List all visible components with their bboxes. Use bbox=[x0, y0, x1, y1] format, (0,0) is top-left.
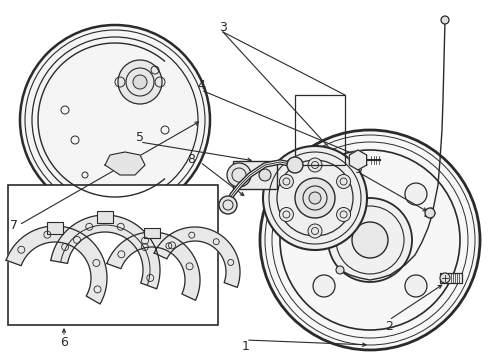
Circle shape bbox=[405, 183, 427, 205]
Circle shape bbox=[441, 16, 449, 24]
Polygon shape bbox=[349, 150, 367, 170]
Bar bbox=[144, 228, 160, 238]
Circle shape bbox=[313, 275, 335, 297]
Bar bbox=[97, 211, 113, 223]
Circle shape bbox=[219, 196, 237, 214]
Bar bbox=[233, 161, 277, 189]
Circle shape bbox=[337, 207, 350, 221]
Circle shape bbox=[308, 224, 322, 238]
Polygon shape bbox=[6, 226, 107, 304]
Circle shape bbox=[227, 163, 251, 187]
Text: 3: 3 bbox=[219, 21, 227, 33]
Text: 5: 5 bbox=[136, 131, 144, 144]
Polygon shape bbox=[51, 215, 160, 289]
Circle shape bbox=[337, 175, 350, 189]
Polygon shape bbox=[154, 227, 240, 287]
Bar bbox=[8, 185, 218, 325]
Circle shape bbox=[279, 175, 294, 189]
Polygon shape bbox=[105, 152, 145, 175]
Text: 4: 4 bbox=[197, 78, 205, 91]
Circle shape bbox=[118, 60, 162, 104]
Circle shape bbox=[20, 25, 210, 215]
Text: 7: 7 bbox=[10, 219, 18, 231]
Circle shape bbox=[309, 192, 321, 204]
Circle shape bbox=[259, 169, 271, 181]
Text: 8: 8 bbox=[187, 153, 195, 166]
Polygon shape bbox=[107, 232, 200, 300]
Bar bbox=[440, 273, 462, 283]
Bar bbox=[295, 95, 345, 165]
Circle shape bbox=[133, 75, 147, 89]
Circle shape bbox=[263, 146, 367, 250]
Text: 2: 2 bbox=[385, 320, 393, 333]
Circle shape bbox=[352, 222, 388, 258]
Circle shape bbox=[308, 158, 322, 172]
Circle shape bbox=[440, 273, 450, 283]
Circle shape bbox=[425, 208, 435, 218]
Text: 6: 6 bbox=[60, 336, 68, 348]
Circle shape bbox=[405, 275, 427, 297]
Circle shape bbox=[279, 207, 294, 221]
Circle shape bbox=[328, 198, 412, 282]
Text: 1: 1 bbox=[242, 341, 250, 354]
Circle shape bbox=[336, 266, 344, 274]
Circle shape bbox=[295, 178, 335, 218]
Bar bbox=[47, 222, 63, 234]
Text: 9: 9 bbox=[354, 162, 362, 176]
Circle shape bbox=[260, 130, 480, 350]
Circle shape bbox=[287, 157, 303, 173]
Circle shape bbox=[313, 183, 335, 205]
